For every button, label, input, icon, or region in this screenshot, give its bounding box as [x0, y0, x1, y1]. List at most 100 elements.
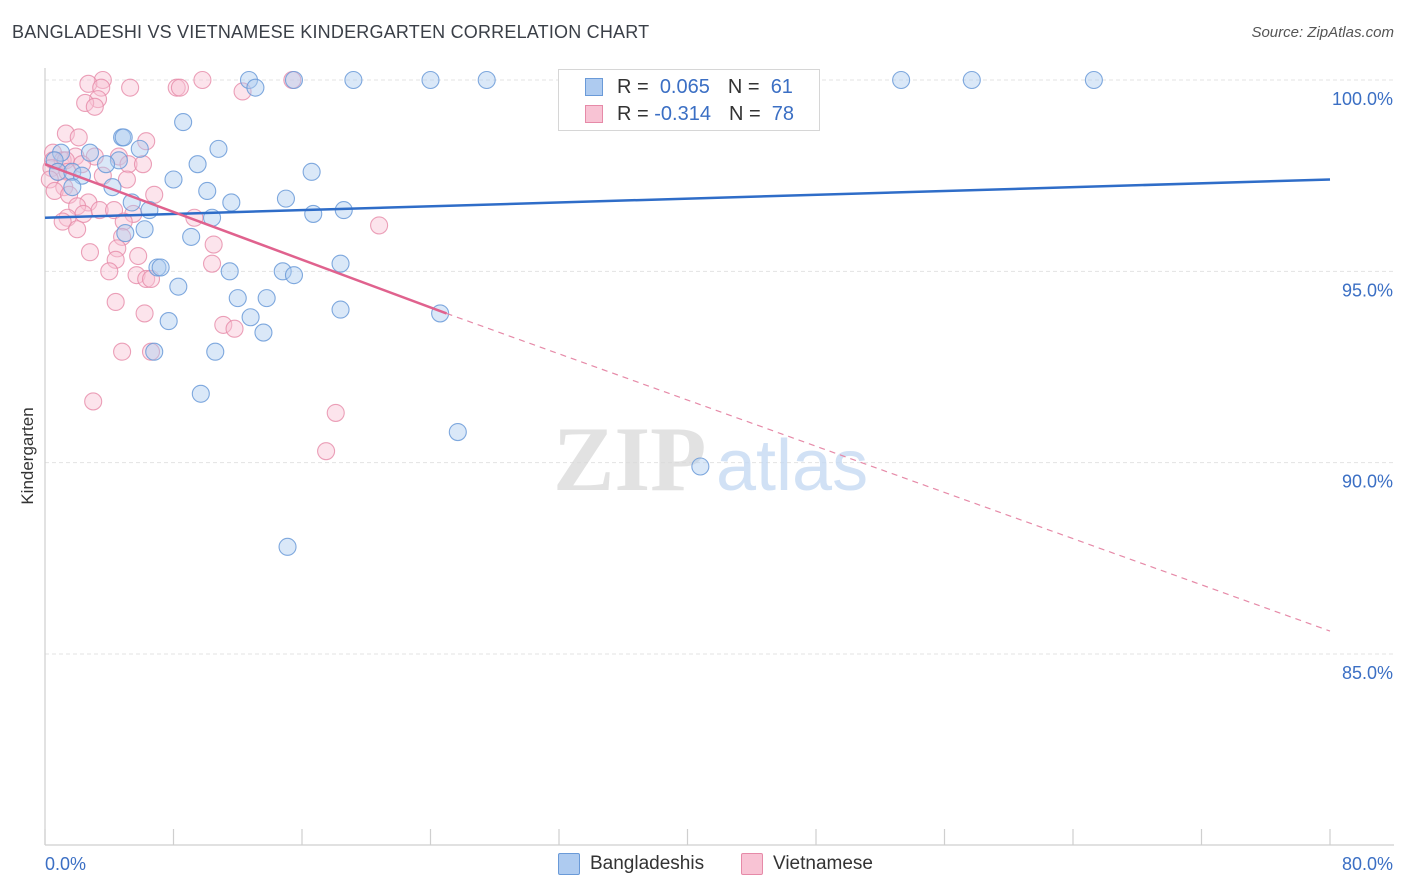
- bangladeshi-point: [421, 70, 440, 90]
- vietnamese-trend-extension: [446, 312, 1331, 632]
- legend-n-label: N =: [728, 102, 761, 125]
- vietnamese-point: [127, 266, 146, 285]
- vietnamese-point: [93, 70, 112, 90]
- vietnamese-point: [129, 246, 148, 266]
- legend-r-label: R =: [617, 75, 649, 98]
- bangladeshi-point: [169, 277, 188, 296]
- bangladeshi-point: [209, 139, 228, 158]
- vietnamese-point: [119, 155, 138, 174]
- source-label: Source: ZipAtlas.com: [1251, 24, 1394, 41]
- vietnamese-point: [92, 78, 111, 97]
- bangladeshi-point: [241, 308, 260, 327]
- bangladeshi-point: [191, 384, 210, 403]
- bangladeshi-point: [130, 139, 149, 158]
- y-tick-label: 90.0%: [1342, 472, 1393, 492]
- bottom-legend-vietnamese: Vietnamese: [741, 852, 873, 876]
- bangladeshi-point: [1084, 70, 1103, 90]
- bangladeshi-point: [182, 227, 201, 246]
- bottom-legend-label: Bangladeshis: [590, 853, 705, 874]
- watermark: ZIP atlas: [553, 408, 868, 510]
- vietnamese-point: [121, 78, 140, 97]
- vietnamese-point: [135, 304, 154, 323]
- y-tick-label: 100.0%: [1332, 89, 1393, 109]
- bangladeshi-point: [962, 70, 981, 90]
- bangladeshi-point: [278, 537, 297, 556]
- bangladeshi-point: [135, 220, 154, 239]
- grid-lines: [45, 79, 1394, 655]
- vietnamese-point: [113, 342, 132, 361]
- axes: [44, 68, 1394, 846]
- bangladeshi-point: [276, 189, 295, 208]
- bangladeshi-point: [174, 113, 193, 132]
- bangladeshi-point: [331, 254, 350, 273]
- bangladeshi-point: [96, 155, 116, 174]
- tick-labels: 85.0% 90.0% 95.0% 100.0% 0.0% 80.0%: [45, 89, 1393, 874]
- bottom-legend-bangladeshis: Bangladeshis: [558, 852, 704, 876]
- legend-row-vietnamese: R = -0.314 N = 78: [585, 102, 794, 126]
- vietnamese-point: [326, 403, 345, 422]
- x-tick-label: 0.0%: [45, 854, 86, 874]
- bangladeshi-point: [257, 289, 276, 308]
- vietnamese-point: [137, 269, 156, 289]
- chart-title: BANGLADESHI VS VIETNAMESE KINDERGARTEN C…: [12, 22, 650, 42]
- vietnamese-point: [137, 132, 156, 151]
- bangladeshi-point: [331, 300, 350, 319]
- vietnamese-trend-line: [44, 163, 447, 315]
- bangladeshi-point: [284, 70, 304, 90]
- vietnamese-point: [370, 216, 389, 235]
- y-tick-label: 85.0%: [1342, 663, 1393, 683]
- bangladeshi-point: [691, 457, 710, 476]
- bangladeshi-point: [273, 262, 292, 281]
- bottom-legend-swatch-vietnamese: [741, 853, 763, 875]
- bangladeshi-point: [222, 193, 241, 212]
- trend-lines: [44, 163, 1331, 632]
- watermark-atlas: atlas: [716, 426, 868, 506]
- legend-r-value: -0.314: [654, 102, 711, 125]
- bangladeshi-point: [228, 289, 247, 308]
- bangladeshi-point: [344, 70, 363, 90]
- legend-r-label: R =: [617, 102, 649, 125]
- bangladeshi-point: [892, 70, 911, 90]
- legend-n-label: N =: [727, 75, 760, 98]
- vietnamese-point: [76, 93, 95, 113]
- bottom-legend-swatch-bangladeshis: [558, 853, 580, 875]
- legend-swatch-vietnamese: [585, 105, 603, 123]
- vietnamese-point: [45, 181, 64, 201]
- bangladeshi-point: [198, 181, 217, 201]
- vietnamese-point: [214, 315, 233, 334]
- bangladeshi-point: [220, 262, 239, 281]
- vietnamese-point: [133, 155, 153, 174]
- legend-swatch-bangladeshis: [585, 78, 603, 96]
- vietnamese-point: [225, 319, 244, 338]
- bangladeshi-trend-line: [44, 178, 1331, 220]
- bangladeshi-point: [145, 342, 164, 361]
- bangladeshi-points: [45, 70, 1103, 556]
- vietnamese-point: [80, 243, 100, 262]
- vietnamese-point: [85, 97, 104, 116]
- vietnamese-point: [69, 128, 88, 147]
- bangladeshi-point: [284, 266, 304, 285]
- vietnamese-point: [100, 262, 119, 281]
- bangladeshi-point: [246, 78, 265, 97]
- vietnamese-point: [74, 204, 93, 223]
- bangladeshi-point: [151, 258, 170, 277]
- vietnamese-point: [106, 250, 125, 269]
- legend-row-bangladeshis: R = 0.065 N = 61: [585, 75, 793, 99]
- bangladeshi-point: [206, 342, 225, 361]
- vietnamese-point: [108, 239, 127, 258]
- vietnamese-point: [203, 254, 222, 273]
- watermark-zip: ZIP: [553, 408, 706, 510]
- bangladeshi-point: [114, 128, 133, 147]
- bangladeshi-point: [254, 323, 273, 342]
- correlation-legend: R = 0.065 N = 61 R = -0.314 N = 78: [558, 69, 820, 131]
- x-tick-label: 80.0%: [1342, 854, 1393, 874]
- vietnamese-point: [114, 212, 133, 231]
- bangladeshi-point: [239, 70, 259, 90]
- legend-n-value: 61: [770, 75, 793, 98]
- vietnamese-point: [106, 292, 125, 311]
- vietnamese-point: [317, 442, 336, 461]
- bangladeshi-point: [159, 312, 178, 331]
- bangladeshi-point: [164, 170, 183, 189]
- vietnamese-point: [117, 170, 136, 189]
